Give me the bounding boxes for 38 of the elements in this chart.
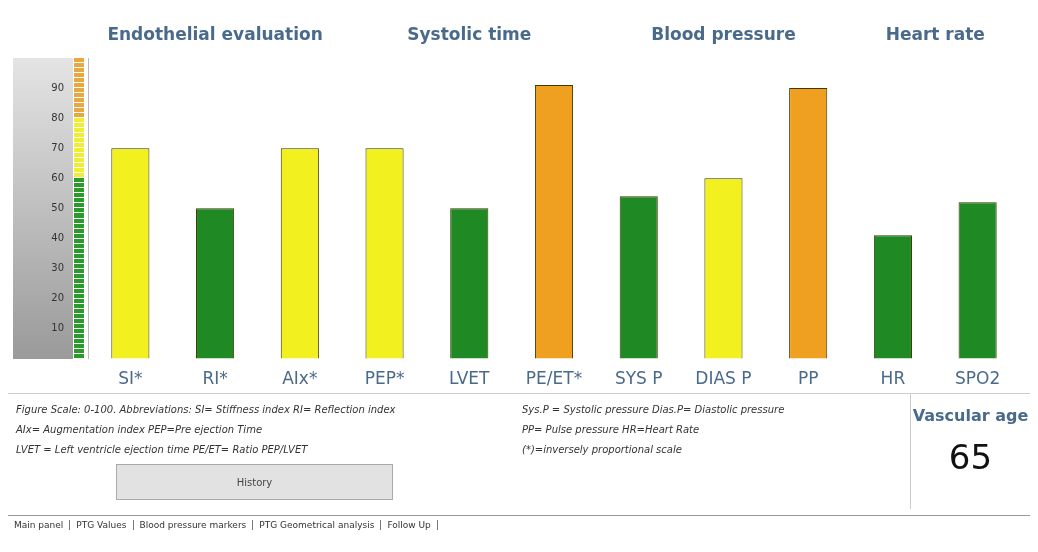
- y-tick-label: 90: [51, 81, 64, 93]
- text: AIx= Augmentation index PEP=Pre ejection Time: [16, 424, 264, 435]
- text: PP= Pulse pressure HR=Heart Rate: [522, 424, 701, 435]
- y-tick-label: 20: [51, 292, 64, 304]
- text: (*)=inversely proportional scale: [522, 444, 683, 455]
- text: Main panel: [8, 520, 71, 530]
- text: PTG Geometrical analysis: [253, 520, 382, 530]
- x-tick-label: PEP*: [364, 368, 405, 389]
- y-tick-label: 10: [51, 322, 64, 334]
- x-tick-label: SI*: [118, 368, 143, 389]
- text: Blood pressure markers: [133, 520, 254, 530]
- text: Figure Scale: 0-100. Abbreviations: SI= Stiffness index RI= Reflection index: [16, 404, 397, 415]
- text: Systolic time: [407, 24, 532, 45]
- x-tick-label: PE/ET*: [525, 368, 583, 389]
- x-tick-label: PP: [797, 368, 819, 389]
- y-tick-label: 70: [51, 141, 64, 153]
- x-tick-label: HR: [880, 368, 906, 389]
- x-tick-label: SYS P: [614, 368, 663, 389]
- x-tick-label: RI*: [202, 368, 228, 389]
- x-tick-label: LVET: [449, 368, 491, 389]
- text: 65: [947, 437, 994, 477]
- text: Blood pressure: [651, 24, 796, 45]
- x-tick-label: SPO2: [955, 368, 1001, 389]
- y-tick-label: 80: [51, 111, 64, 123]
- y-tick-label: 50: [51, 201, 64, 213]
- y-tick-label: 60: [51, 171, 64, 183]
- y-tick-label: 30: [51, 262, 64, 274]
- text: Endothelial evaluation: [107, 24, 323, 45]
- text: Sys.P = Systolic pressure Dias.P= Diastolic pressure: [522, 404, 786, 415]
- text: LVET = Left ventricle ejection time PE/ET= Ratio PEP/LVET: [16, 444, 309, 455]
- y-tick-label: 40: [51, 231, 64, 243]
- text: History: [116, 464, 393, 500]
- text: Heart rate: [885, 24, 985, 45]
- text: PTG Values: [70, 520, 134, 530]
- x-tick-label: AIx*: [282, 368, 318, 389]
- text: Vascular age: [911, 406, 1030, 425]
- text: Follow Up: [381, 520, 438, 530]
- x-tick-label: DIAS P: [695, 368, 752, 389]
